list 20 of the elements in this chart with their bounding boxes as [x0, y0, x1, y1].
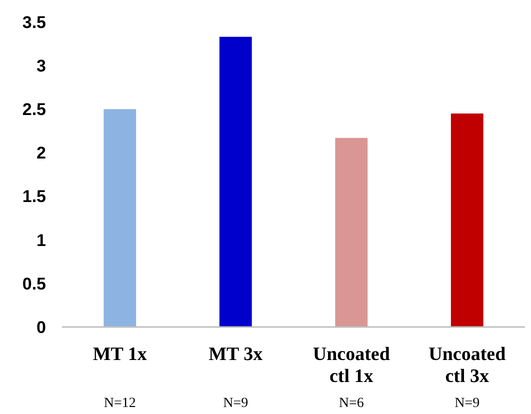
bar: [219, 36, 252, 327]
y-tick-label: 0.5: [22, 274, 46, 294]
y-tick-label: 1.5: [22, 187, 46, 206]
text: N=12: [104, 396, 136, 411]
bar: [104, 109, 136, 327]
y-tick-label: 0: [36, 318, 46, 337]
y-tick-label: 2: [36, 144, 46, 163]
bar: [450, 114, 484, 327]
y-tick-label: 3.5: [22, 12, 46, 32]
text: N=9: [223, 396, 248, 411]
x-tick-label: Uncoated ctl 1x: [312, 344, 390, 387]
x-tick-label: MT 3x: [208, 344, 264, 365]
x-tick-label: MT 1x: [92, 344, 148, 365]
y-tick-label: 1: [36, 230, 46, 250]
text: N=9: [454, 396, 480, 411]
y-tick-label: 2.5: [22, 100, 46, 120]
bar: [335, 138, 368, 327]
text: N=6: [338, 396, 364, 411]
y-tick-label: 3: [36, 56, 46, 76]
x-tick-label: Uncoated ctl 3x: [428, 344, 506, 387]
